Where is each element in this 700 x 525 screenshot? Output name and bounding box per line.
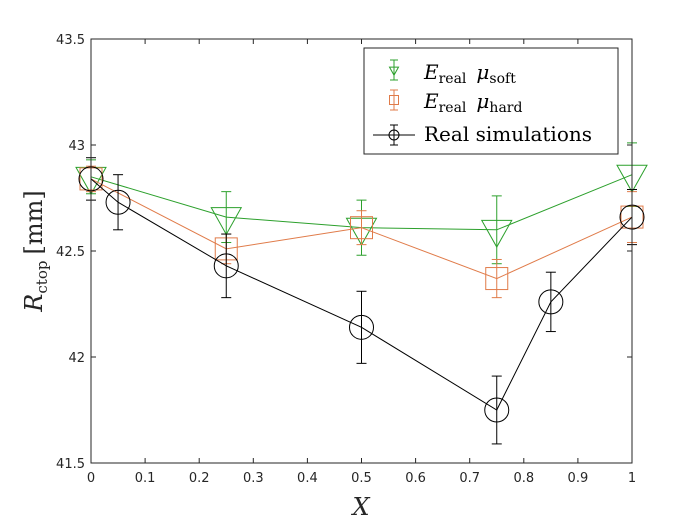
legend-hard-mu: μ xyxy=(476,89,489,113)
data-point xyxy=(480,219,513,249)
y-tick-label: 43 xyxy=(68,139,85,154)
y-axis-label-main: R xyxy=(20,294,48,313)
data-point xyxy=(213,253,239,279)
data-point xyxy=(349,314,374,340)
x-axis-label: X xyxy=(350,493,370,521)
x-tick-label: 0.6 xyxy=(405,471,426,486)
legend-hard-sub: hard xyxy=(489,100,522,116)
data-point xyxy=(484,397,510,423)
legend-symbol-2 xyxy=(373,124,415,146)
x-tick-label: 0.5 xyxy=(351,471,372,486)
legend-symbols xyxy=(373,59,415,146)
x-tick-label: 0.7 xyxy=(459,471,480,486)
y-tick-label: 42.5 xyxy=(56,245,85,260)
tick-layer: 0 0.1 0.2 0.3 0.4 0.5 0.6 0.7 0.8 0.9 1 41.5 42 42.5 4… xyxy=(56,33,636,486)
x-tick-label: 0.4 xyxy=(297,471,318,486)
legend-box xyxy=(363,47,619,155)
data-point xyxy=(350,216,373,240)
y-axis-label-unit: [mm] xyxy=(20,190,48,254)
legend-hard-e: E xyxy=(423,89,439,113)
data-point xyxy=(485,267,509,291)
legend-marker xyxy=(389,95,399,105)
legend-entry-hard: Ereal μhard xyxy=(423,89,522,116)
legend-symbol-1 xyxy=(389,89,399,111)
x-tick-label: 0.1 xyxy=(135,471,156,486)
y-tick-label: 42 xyxy=(68,351,85,366)
x-tick-label: 0.8 xyxy=(513,471,534,486)
legend-symbol-0 xyxy=(388,59,400,81)
x-tick-label: 0.2 xyxy=(189,471,210,486)
y-tick-label: 43.5 xyxy=(56,33,85,48)
data-point xyxy=(210,207,243,236)
legend: Ereal μsoft Ereal μhard Real simulations xyxy=(363,47,619,155)
data-point xyxy=(538,289,564,315)
data-point xyxy=(105,189,131,215)
legend-soft-sub: soft xyxy=(489,71,516,87)
legend-entry-real-simulations: Real simulations xyxy=(424,122,592,146)
x-tick-label: 1 xyxy=(628,471,636,486)
y-axis-label-group: Rctop [mm] xyxy=(20,190,51,312)
x-tick-label: 0.9 xyxy=(568,471,589,486)
legend-soft-real: real xyxy=(439,71,467,87)
y-tick-label: 41.5 xyxy=(56,457,85,472)
legend-hard-real: real xyxy=(439,100,467,116)
x-tick-label: 0.3 xyxy=(243,471,264,486)
legend-soft-mu: μ xyxy=(476,60,489,84)
y-axis-label-sub: ctop xyxy=(33,261,51,294)
legend-entry-soft: Ereal μsoft xyxy=(423,60,516,87)
legend-soft-e: E xyxy=(423,60,439,84)
x-tick-label: 0 xyxy=(87,471,95,486)
legend-marker xyxy=(388,129,400,141)
svg-text:Rctop[mm]: Rctop [mm] xyxy=(20,190,51,312)
legend-marker xyxy=(388,66,400,77)
